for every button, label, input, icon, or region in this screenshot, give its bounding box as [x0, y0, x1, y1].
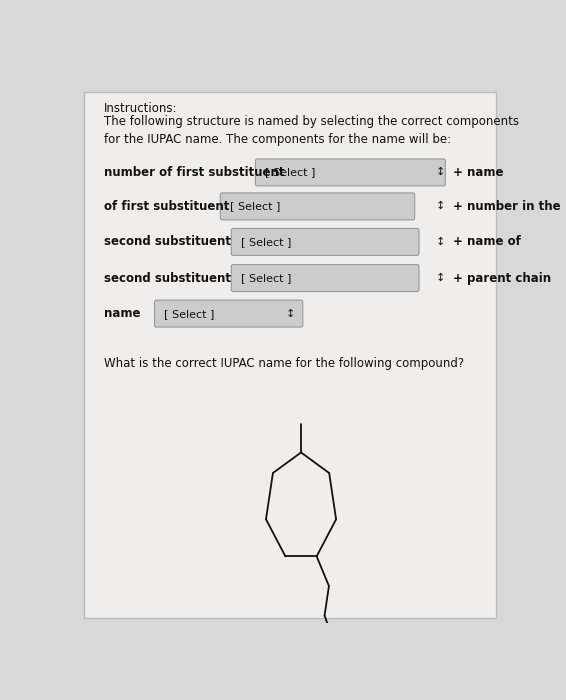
Text: Instructions:: Instructions:: [104, 102, 177, 115]
FancyBboxPatch shape: [155, 300, 303, 327]
Text: [ Select ]: [ Select ]: [241, 273, 291, 283]
Text: + name of: + name of: [453, 235, 521, 248]
Text: second substituent: second substituent: [104, 272, 231, 284]
FancyBboxPatch shape: [84, 92, 496, 617]
Text: second substituent: second substituent: [104, 235, 231, 248]
Text: [ Select ]: [ Select ]: [241, 237, 291, 247]
Text: ↕: ↕: [436, 167, 445, 177]
Text: [ Select ]: [ Select ]: [265, 167, 315, 177]
Text: The following structure is named by selecting the correct components
for the IUP: The following structure is named by sele…: [104, 115, 518, 146]
Text: of first substituent: of first substituent: [104, 200, 229, 213]
Text: + name: + name: [453, 166, 504, 179]
FancyBboxPatch shape: [255, 159, 445, 186]
Text: ↕: ↕: [436, 237, 445, 247]
Text: What is the correct IUPAC name for the following compound?: What is the correct IUPAC name for the f…: [104, 357, 464, 370]
Text: + parent chain: + parent chain: [453, 272, 551, 284]
FancyBboxPatch shape: [220, 193, 415, 220]
Text: name: name: [104, 307, 140, 320]
Text: ↕: ↕: [285, 309, 295, 318]
FancyBboxPatch shape: [231, 265, 419, 291]
Text: + number in the: + number in the: [453, 200, 561, 213]
Text: number of first substituent: number of first substituent: [104, 166, 284, 179]
Text: [ Select ]: [ Select ]: [164, 309, 215, 318]
Text: [ Select ]: [ Select ]: [230, 202, 280, 211]
Text: ↕: ↕: [436, 273, 445, 283]
Text: ↕: ↕: [436, 202, 445, 211]
FancyBboxPatch shape: [231, 228, 419, 256]
